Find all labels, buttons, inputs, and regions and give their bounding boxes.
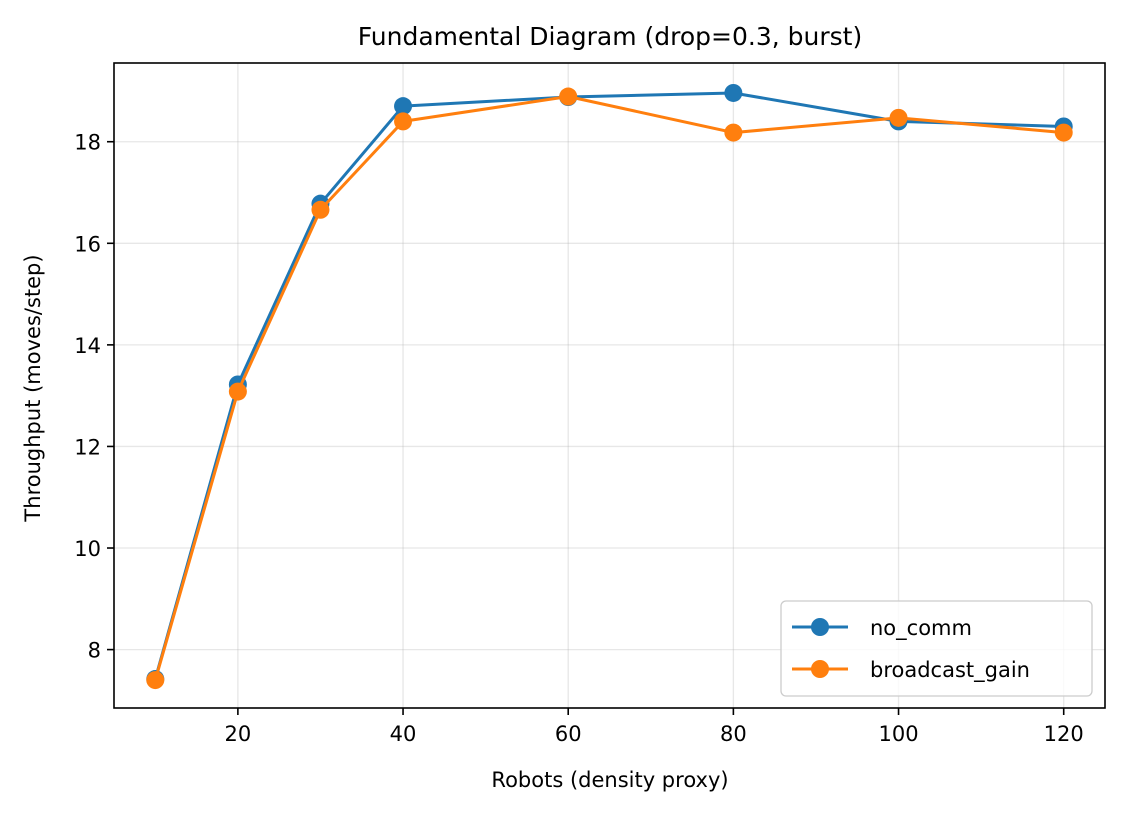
x-tick-label: 120 — [1044, 722, 1084, 746]
data-point-no-comm — [724, 83, 743, 102]
y-tick-label: 10 — [74, 537, 101, 561]
series-layer — [146, 83, 1073, 690]
grid-layer — [114, 63, 1105, 708]
data-point-broadcast-gain — [559, 87, 578, 106]
legend-marker-no-comm — [811, 618, 829, 636]
data-point-broadcast-gain — [394, 112, 413, 131]
chart-title: Fundamental Diagram (drop=0.3, burst) — [358, 22, 862, 51]
y-tick-label: 14 — [74, 334, 101, 358]
legend-marker-broadcast-gain — [811, 660, 829, 678]
data-point-broadcast-gain — [311, 200, 330, 219]
data-point-broadcast-gain — [146, 671, 165, 690]
data-point-no-comm — [394, 97, 413, 116]
legend-label-broadcast-gain: broadcast_gain — [870, 658, 1030, 683]
x-tick-label: 80 — [720, 722, 747, 746]
series-line-broadcast-gain — [153, 95, 1064, 681]
data-point-broadcast-gain — [1054, 123, 1073, 142]
x-tick-label: 40 — [390, 722, 417, 746]
y-tick-label: 12 — [74, 435, 101, 459]
x-axis-label: Robots (density proxy) — [491, 768, 728, 792]
data-point-broadcast-gain — [724, 123, 743, 142]
x-tick-label: 20 — [225, 722, 252, 746]
series-line-no-comm — [153, 91, 1064, 680]
tick-layer: 20 40 60 80 100 120 8 10 12 14 16 18 — [74, 131, 1083, 746]
legend-box — [780, 600, 1093, 697]
y-tick-label: 18 — [74, 131, 101, 155]
x-tick-label: 60 — [555, 722, 582, 746]
y-tick-label: 16 — [74, 232, 101, 256]
y-axis-label: Throughput (moves/step) — [21, 254, 45, 522]
data-point-broadcast-gain — [228, 382, 247, 401]
x-tick-label: 100 — [878, 722, 918, 746]
plot-frame — [113, 62, 1106, 709]
legend-label-no-comm: no_comm — [870, 616, 972, 641]
series-broadcast-gain — [146, 87, 1073, 690]
y-tick-label: 8 — [88, 639, 101, 663]
data-point-broadcast-gain — [889, 108, 908, 127]
legend: no_comm broadcast_gain — [780, 600, 1093, 697]
